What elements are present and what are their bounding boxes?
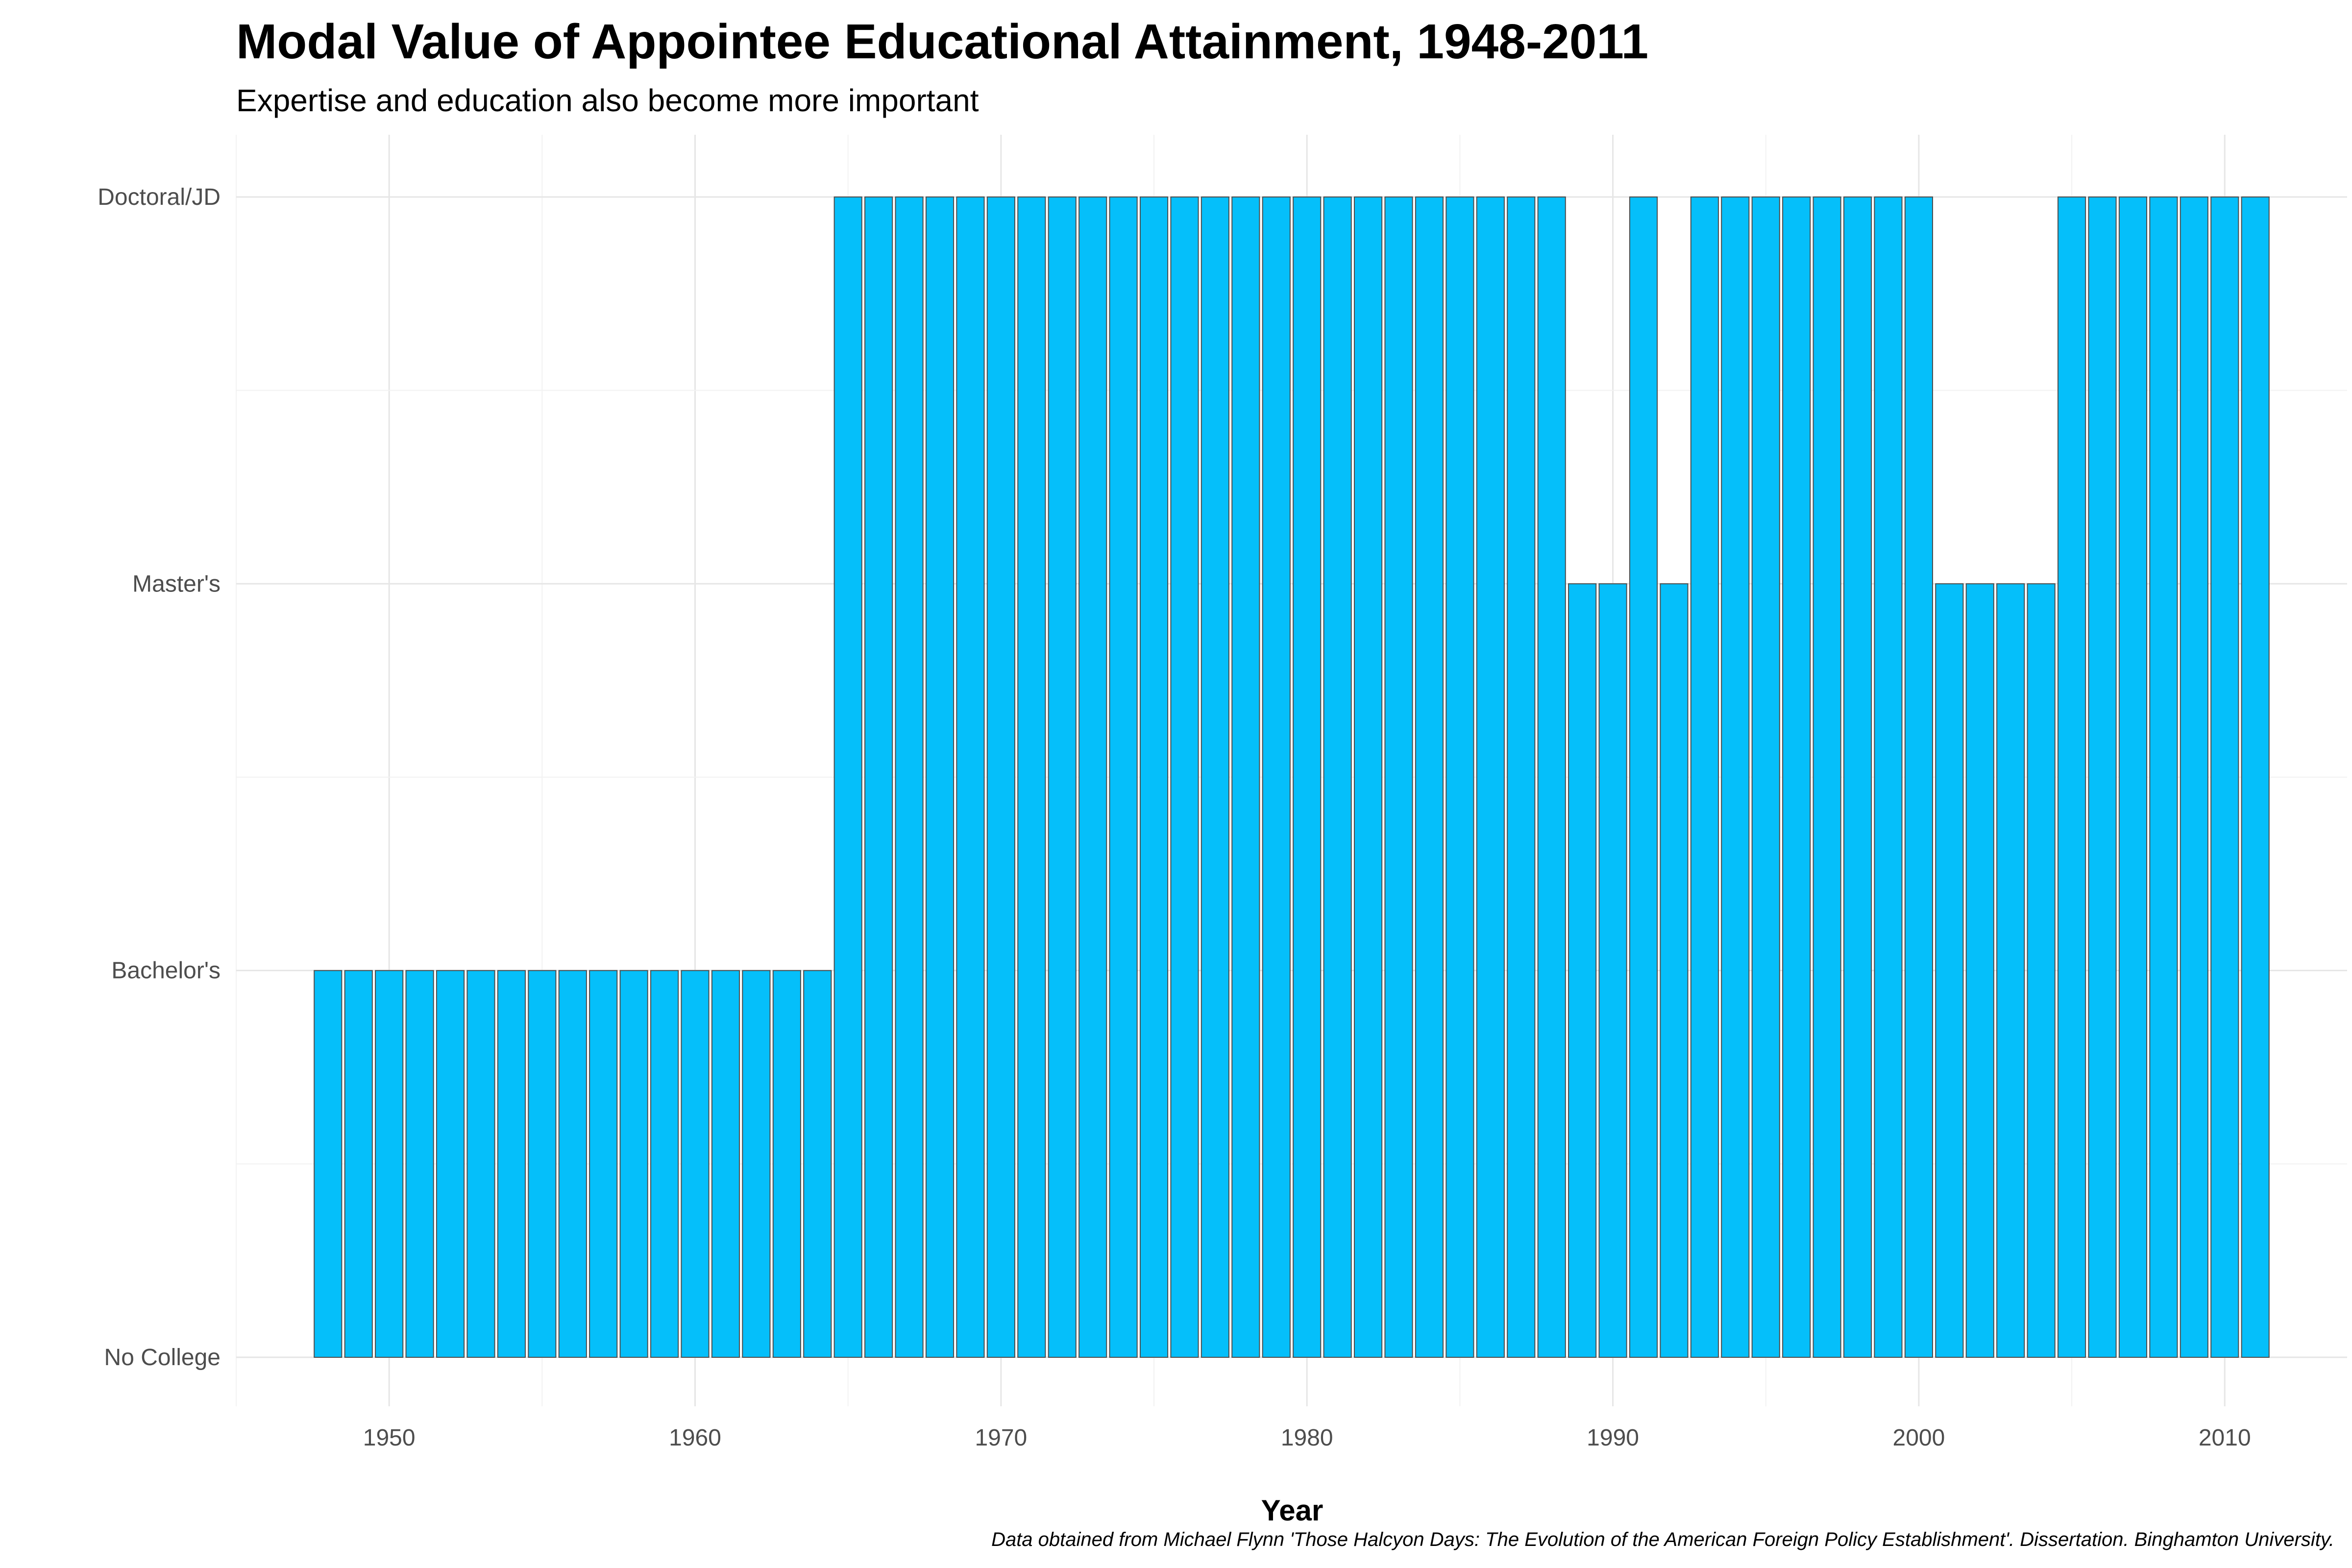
bar-1961 [711,970,740,1358]
bar-1975 [1139,196,1169,1358]
bar-2011 [2241,196,2270,1358]
y-tick-labels: No College Bachelor's Master's Doctoral/JD [98,184,220,1371]
bar-1994 [1721,196,1750,1358]
x-tick-label: 1980 [1281,1425,1333,1451]
bar-1948 [314,970,343,1358]
bars [314,196,2270,1358]
bar-1950 [375,970,404,1358]
bar-1953 [466,970,495,1358]
bar-2006 [2088,196,2117,1358]
bar-1970 [986,196,1015,1358]
bar-2009 [2180,196,2208,1358]
bar-1982 [1353,196,1383,1358]
bar-1962 [742,970,771,1358]
bar-2001 [1935,583,1964,1358]
bar-1963 [772,970,801,1358]
bar-1968 [925,196,955,1358]
bar-1987 [1507,196,1536,1358]
bar-1983 [1384,196,1413,1358]
bar-2005 [2057,196,2086,1358]
bar-1969 [956,196,985,1358]
bar-2003 [1996,583,2025,1358]
bar-1979 [1262,196,1291,1358]
x-tick-label: 1970 [975,1425,1027,1451]
bar-1978 [1231,196,1260,1358]
bar-1993 [1690,196,1719,1358]
bar-1967 [895,196,924,1358]
bar-1973 [1078,196,1107,1358]
x-tick-label: 1960 [669,1425,721,1451]
bar-1985 [1446,196,1474,1358]
chart-caption: Data obtained from Michael Flynn 'Those … [991,1529,2334,1550]
bar-1991 [1629,196,1658,1358]
bar-1977 [1200,196,1230,1358]
bar-1980 [1293,196,1322,1358]
y-tick-label: Master's [132,571,220,597]
y-tick-label: Bachelor's [111,958,220,984]
bar-1974 [1109,196,1138,1358]
bar-1996 [1782,196,1811,1358]
bar-1998 [1843,196,1872,1358]
bar-2000 [1904,196,1934,1358]
bar-2002 [1965,583,1994,1358]
bar-2010 [2210,196,2239,1358]
bar-1981 [1323,196,1352,1358]
bar-1960 [681,970,710,1358]
bar-1956 [558,970,587,1358]
bar-1989 [1568,583,1597,1358]
y-tick-label: No College [104,1345,220,1371]
bar-1992 [1660,583,1689,1358]
bar-2004 [2027,583,2056,1358]
bar-1959 [650,970,679,1358]
bar-1955 [528,970,557,1358]
x-axis-label: Year [1261,1494,1323,1527]
bar-1966 [864,196,893,1358]
bar-1949 [344,970,373,1358]
chart-title: Modal Value of Appointee Educational Att… [236,14,1649,69]
bar-2007 [2118,196,2148,1358]
chart-subtitle: Expertise and education also become more… [236,83,979,118]
bar-1995 [1751,196,1780,1358]
x-tick-label: 2000 [1893,1425,1945,1451]
x-tick-labels: 1950 1960 1970 1980 1990 2000 2010 [363,1425,2251,1451]
bar-1964 [803,970,832,1358]
y-tick-label: Doctoral/JD [98,184,220,210]
bar-1976 [1170,196,1199,1358]
bar-1990 [1598,583,1627,1358]
bar-1999 [1874,196,1903,1358]
bar-1954 [497,970,526,1358]
bar-1958 [619,970,648,1358]
bar-2008 [2149,196,2178,1358]
x-tick-label: 1950 [363,1425,416,1451]
bar-1957 [589,970,618,1358]
bar-1952 [436,970,465,1358]
bar-1988 [1537,196,1566,1358]
bar-1971 [1017,196,1046,1358]
bar-1986 [1476,196,1505,1358]
bar-1965 [833,196,862,1358]
x-tick-label: 1990 [1587,1425,1639,1451]
x-tick-label: 2010 [2199,1425,2251,1451]
bar-1972 [1048,196,1077,1358]
bar-1951 [405,970,434,1358]
bar-1997 [1813,196,1841,1358]
bar-1984 [1415,196,1444,1358]
